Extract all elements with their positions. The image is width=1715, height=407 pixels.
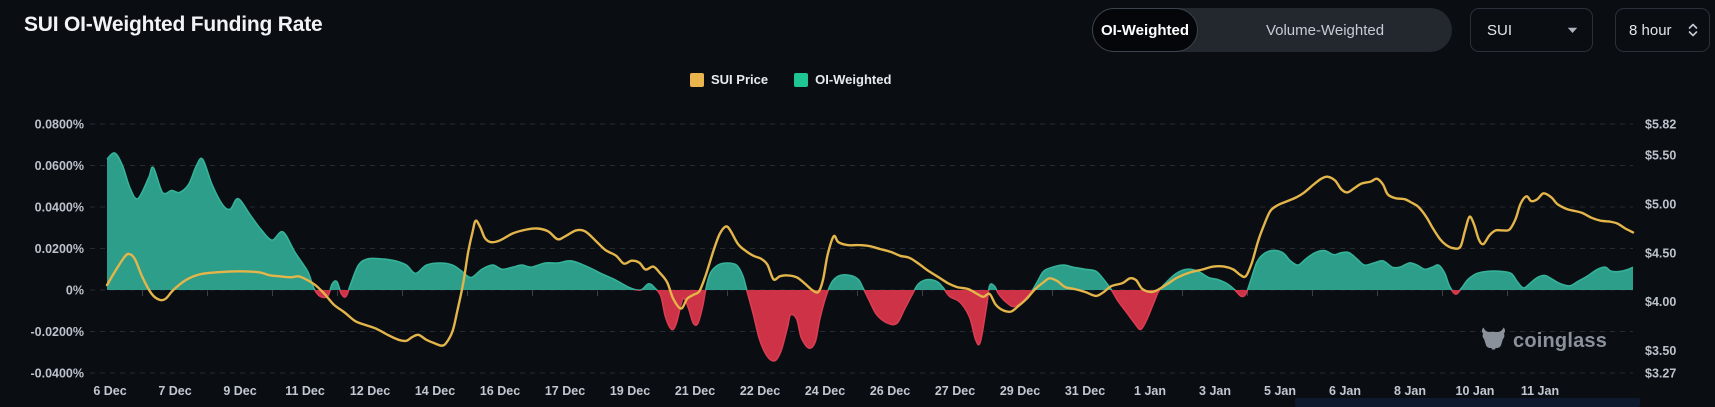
sui-price-swatch [690,72,704,87]
y-right-tick-label: $4.00 [1645,295,1676,309]
y-left-tick-label: 0.0600% [35,159,84,173]
y-left-tick-label: -0.0400% [30,367,84,381]
x-axis-date-label: 8 Jan [1394,384,1426,398]
watermark-text: coinglass [1513,329,1608,352]
y-right-tick-label: $5.82 [1645,118,1676,132]
y-left-tick-label: 0% [66,284,84,298]
legend-label: SUI Price [711,72,769,87]
price-line [105,175,1635,347]
interval-select-value: 8 hour [1629,21,1672,39]
weighting-mode-toggle: OI-Weighted Volume-Weighted [1092,8,1452,52]
x-axis-date-label: 11 Dec [285,384,325,398]
funding-area-negative [107,290,1633,361]
y-right-tick-label: $5.50 [1645,149,1676,163]
legend-label: OI-Weighted [815,72,892,87]
y-right-tick-label: $3.50 [1645,344,1676,358]
legend-item-sui-price[interactable]: SUI Price [690,72,768,87]
x-axis-labels: 6 Dec 7 Dec 9 Dec 11 Dec 12 Dec 14 Dec 16 Dec 1… [93,384,1559,398]
x-axis-date-label: 24 Dec [805,384,845,398]
page-title: SUI OI-Weighted Funding Rate [24,13,323,36]
interval-select[interactable]: 8 hour [1615,8,1710,52]
chart-legend: SUI Price OI-Weighted [690,72,891,87]
x-axis-date-label: 6 Jan [1329,384,1361,398]
x-axis-date-label: 27 Dec [935,384,975,398]
x-axis-date-label: 5 Jan [1264,384,1296,398]
x-axis-date-label: 1 Jan [1134,384,1166,398]
tab-oi-weighted[interactable]: OI-Weighted [1092,8,1198,52]
y-right-tick-label: $4.50 [1645,246,1676,260]
coinglass-watermark: coinglass [1480,325,1607,357]
x-axis-date-label: 22 Dec [740,384,780,398]
y-left-tick-label: 0.0800% [35,118,84,132]
x-axis-date-label: 3 Jan [1199,384,1231,398]
symbol-select-value: SUI [1487,21,1513,39]
x-axis-date-label: 11 Jan [1521,384,1559,398]
x-axis-date-label: 19 Dec [610,384,650,398]
x-axis-date-label: 10 Jan [1456,384,1495,398]
y-left-tick-label: 0.0400% [35,201,84,215]
x-axis-date-label: 9 Dec [223,384,256,398]
y-left-tick-label: 0.0200% [35,242,84,256]
funding-edge-positive [106,152,1634,290]
x-axis-date-label: 26 Dec [870,384,910,398]
x-axis-date-label: 31 Dec [1065,384,1105,398]
y-axis-right-labels: $5.82 $5.50 $5.00 $4.50 $4.00 $3.50 $3.27 [1645,118,1676,381]
oi-weighted-swatch [794,72,809,87]
y-axis-left-labels: 0.0800% 0.0600% 0.0400% 0.0200% 0% -0.0200% -0… [30,118,84,381]
bottom-scrollbar[interactable] [1295,398,1640,407]
coinglass-bull-icon [1480,325,1507,357]
x-axis-date-label: 14 Dec [415,384,455,398]
x-axis-date-label: 7 Dec [158,384,191,398]
x-axis-date-label: 6 Dec [93,384,126,398]
tab-volume-weighted[interactable]: Volume-Weighted [1265,21,1385,39]
caret-down-icon [1567,27,1578,34]
funding-edge-negative [313,290,1462,362]
updown-stepper-icon [1687,22,1699,38]
y-right-tick-label: $3.27 [1645,367,1676,381]
x-axis-date-label: 17 Dec [545,384,585,398]
y-right-tick-label: $5.00 [1645,198,1676,212]
x-axis-date-label: 16 Dec [480,384,520,398]
x-axis-date-label: 29 Dec [1000,384,1040,398]
gridlines [90,123,1633,374]
funding-area-positive [107,152,1633,290]
y-left-tick-label: -0.0200% [30,325,84,339]
series-layer [105,152,1635,362]
symbol-select[interactable]: SUI [1470,8,1593,52]
x-axis-date-label: 21 Dec [675,384,715,398]
legend-item-oi-weighted[interactable]: OI-Weighted [794,72,891,87]
x-axis-date-label: 12 Dec [350,384,390,398]
